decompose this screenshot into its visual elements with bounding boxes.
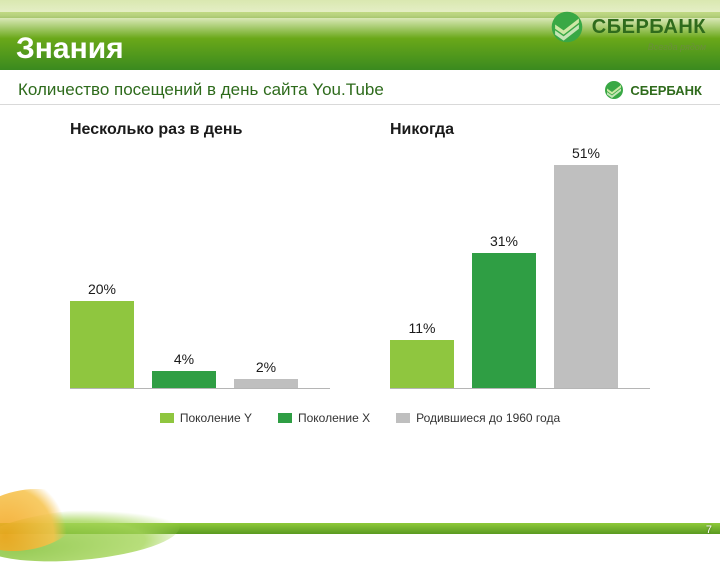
chart-bar: 11%: [390, 340, 454, 388]
legend-label: Поколение X: [298, 411, 370, 425]
bar-fill: [234, 379, 298, 388]
chart-bar: 31%: [472, 253, 536, 388]
bar-fill: [70, 301, 134, 388]
chart-group: Никогда 11% 31% 51%: [390, 121, 650, 389]
legend-label: Родившиеся до 1960 года: [416, 411, 560, 425]
chart-bar: 51%: [554, 165, 618, 388]
bar-fill: [472, 253, 536, 388]
sberbank-logo-icon: [550, 10, 584, 44]
brand-logo-top: СБЕРБАНК Всегда рядом: [550, 10, 706, 44]
bar-value-label: 2%: [234, 359, 298, 375]
group-title: Никогда: [390, 121, 650, 139]
bar-value-label: 4%: [152, 351, 216, 367]
slide-header: Знания СБЕРБАНК Всегда рядом: [0, 0, 720, 70]
slide-title: Знания: [16, 32, 124, 66]
subtitle-row: Количество посещений в день сайта You.Tu…: [0, 70, 720, 105]
legend-item: Поколение X: [278, 411, 370, 425]
brand-name-small: СБЕРБАНК: [630, 83, 702, 98]
bar-fill: [390, 340, 454, 388]
legend-swatch: [396, 413, 410, 423]
group-title: Несколько раз в день: [70, 121, 330, 139]
legend-item: Поколение Y: [160, 411, 252, 425]
page-number: 7: [706, 524, 712, 536]
slide-footer: 7: [0, 512, 720, 540]
legend-item: Родившиеся до 1960 года: [396, 411, 560, 425]
chart-plot: 20% 4% 2%: [70, 149, 330, 389]
bar-value-label: 20%: [70, 281, 134, 297]
sberbank-logo-icon: [604, 80, 624, 100]
legend-label: Поколение Y: [180, 411, 252, 425]
chart-legend: Поколение Y Поколение X Родившиеся до 1960…: [50, 411, 670, 425]
legend-swatch: [278, 413, 292, 423]
brand-logo-small: СБЕРБАНК: [604, 80, 702, 100]
bar-value-label: 31%: [472, 233, 536, 249]
brand-tagline: Всегда рядом: [648, 42, 706, 52]
brand-name-top: СБЕРБАНК: [592, 16, 706, 39]
bar-fill: [152, 371, 216, 388]
bar-value-label: 11%: [390, 320, 454, 336]
chart-bar: 20%: [70, 301, 134, 388]
chart-bar: 4%: [152, 371, 216, 388]
bar-fill: [554, 165, 618, 388]
chart-plot: 11% 31% 51%: [390, 149, 650, 389]
bar-value-label: 51%: [554, 145, 618, 161]
chart-area: Несколько раз в день 20% 4% 2% Никогда 11% 31%…: [0, 105, 720, 425]
chart-subtitle: Количество посещений в день сайта You.Tu…: [18, 80, 384, 100]
chart-group: Несколько раз в день 20% 4% 2%: [70, 121, 330, 389]
legend-swatch: [160, 413, 174, 423]
chart-bar: 2%: [234, 379, 298, 388]
